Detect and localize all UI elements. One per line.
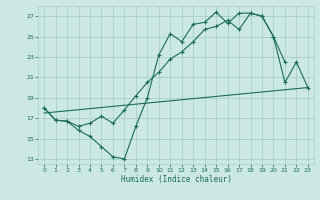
X-axis label: Humidex (Indice chaleur): Humidex (Indice chaleur) bbox=[121, 175, 231, 184]
